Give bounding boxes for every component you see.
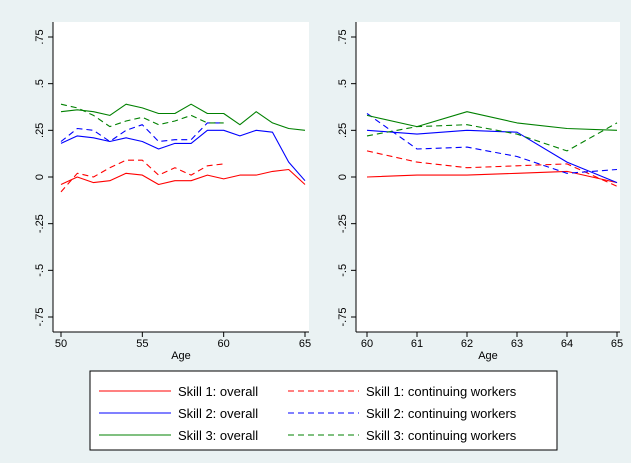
y-tick-label: -.75 [337,308,349,327]
y-tick-label: 0 [337,174,349,180]
x-tick-label: 62 [461,338,473,350]
legend-box [89,370,558,451]
x-tick-label: 61 [411,338,423,350]
y-tick-label: .5 [337,79,349,88]
chart-panel-1: -.75 -.5 -.25 0 .25 .5 .75 50 55 60 65 Age [34,22,311,362]
legend-label: Skill 1: continuing workers [366,384,517,399]
x-tick-label: 60 [361,338,373,350]
series-line-skill-1-overall [366,170,618,184]
x-axis-label: Age [171,350,191,362]
legend-label: Skill 2: continuing workers [366,406,517,421]
series-line-skill-2-continuing-workers [366,113,618,174]
chart-panel-2: -.75 -.5 -.25 0 .25 .5 .75 60 61 62 63 64 65 Age [337,22,623,362]
y-tick-label: -.25 [337,214,349,233]
y-tick-label: .25 [34,123,46,138]
legend-label: Skill 3: continuing workers [366,428,517,443]
series-line-skill-1-overall [60,168,306,186]
x-tick-label: 55 [136,338,148,350]
plot-area [53,22,309,332]
y-tick-label: 0 [34,174,46,180]
series-line-skill-2-overall [366,129,618,184]
plot-area [356,22,620,332]
x-tick-label: 63 [511,338,523,350]
y-tick-label: -.25 [34,214,46,233]
x-tick-label: 50 [55,338,67,350]
series-line-skill-3-continuing-workers [366,122,618,152]
series-line-skill-1-continuing-workers [366,150,618,187]
x-tick-label: 65 [611,338,623,350]
series-line-skill-1-continuing-workers [60,159,224,193]
series-line-skill-3-overall [60,103,306,131]
legend-label: Skill 1: overall [178,384,258,399]
x-axis-label: Age [478,350,498,362]
legend-label: Skill 2: overall [178,406,258,421]
series-line-skill-3-continuing-workers [60,103,224,128]
x-tick-label: 60 [218,338,230,350]
x-tick-label: 64 [561,338,573,350]
y-tick-label: .5 [34,79,46,88]
y-tick-label: .75 [34,29,46,44]
series-line-skill-2-overall [60,129,306,182]
y-tick-label: .75 [337,29,349,44]
series-line-skill-3-overall [366,111,618,131]
y-tick-label: -.75 [34,308,46,327]
series-line-skill-2-continuing-workers [60,122,224,143]
y-tick-label: -.5 [34,264,46,277]
legend-label: Skill 3: overall [178,428,258,443]
y-tick-label: -.5 [337,264,349,277]
y-tick-label: .25 [337,123,349,138]
x-tick-label: 65 [299,338,311,350]
